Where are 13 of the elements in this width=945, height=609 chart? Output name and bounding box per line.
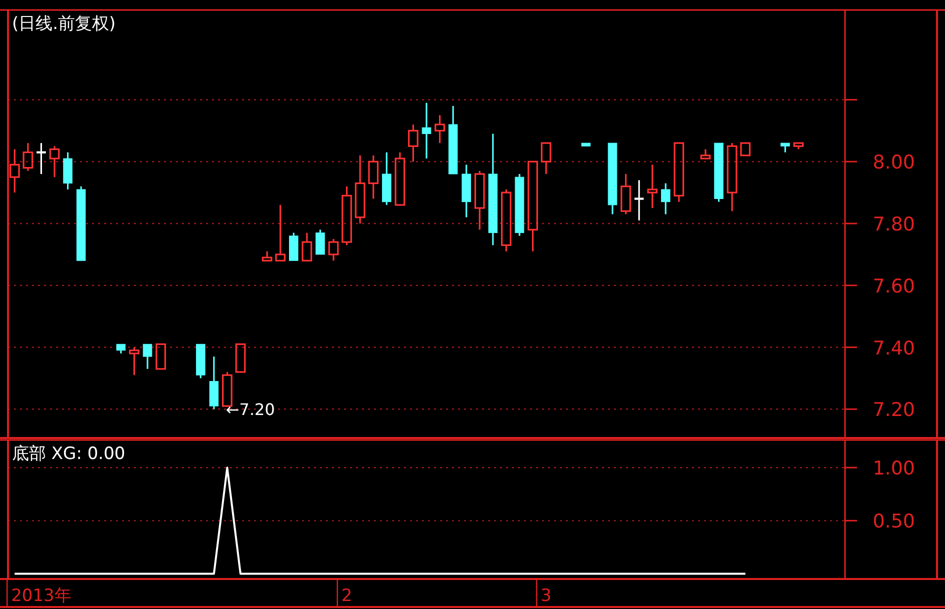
y-tick-label: 7.20 [872,399,915,422]
chart-title: (日线.前复权) [12,14,116,34]
y-tick-label: 7.80 [872,214,915,236]
x-tick-label: 2013年 [11,586,72,606]
annotation: ←7.20 [226,400,275,420]
y-tick-label: 7.40 [872,337,915,360]
y-tick-label: 7.60 [872,275,915,298]
x-tick-label: 3 [540,586,552,606]
y-tick-label: 1.00 [872,458,915,480]
x-tick-label: 2 [341,586,352,606]
chart-title: 底部 XG: 0.00 [12,444,126,464]
y-tick-label: 0.50 [872,510,915,533]
y-tick-label: 8.00 [872,152,915,174]
